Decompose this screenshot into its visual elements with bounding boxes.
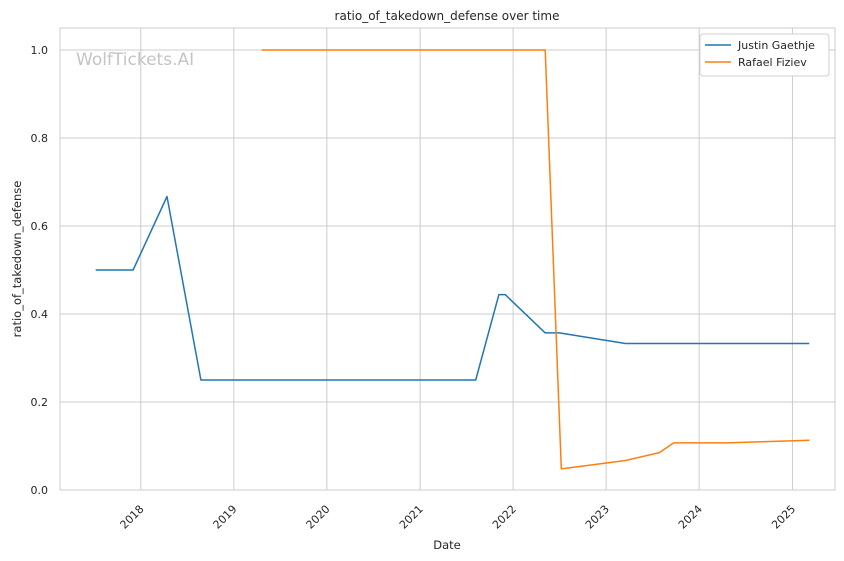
watermark-text: WolfTickets.AI	[76, 50, 194, 70]
plot-area	[60, 28, 835, 490]
x-axis-title: Date	[433, 538, 461, 552]
y-tick-label: 1.0	[31, 44, 49, 57]
legend-label-2: Rafael Fiziev	[738, 56, 807, 69]
legend: Justin Gaethje Rafael Fiziev	[699, 33, 830, 77]
chart-title: ratio_of_takedown_defense over time	[335, 9, 560, 23]
y-tick-label: 0.0	[31, 484, 49, 497]
series-line-2	[261, 49, 810, 470]
legend-label-1: Justin Gaethje	[737, 39, 815, 52]
series-line-1	[95, 195, 810, 381]
y-tick-label: 0.6	[31, 220, 49, 233]
series-layer	[95, 49, 810, 470]
y-tick-label: 0.2	[31, 396, 49, 409]
y-axis-title: ratio_of_takedown_defense	[10, 181, 24, 338]
y-tick-label: 0.4	[31, 308, 49, 321]
legend-box	[699, 33, 830, 77]
y-tick-label: 0.8	[31, 132, 49, 145]
y-axis-ticks: 0.0 0.2 0.4 0.6 0.8 1.0	[31, 44, 49, 497]
plot-frame	[59, 27, 836, 491]
